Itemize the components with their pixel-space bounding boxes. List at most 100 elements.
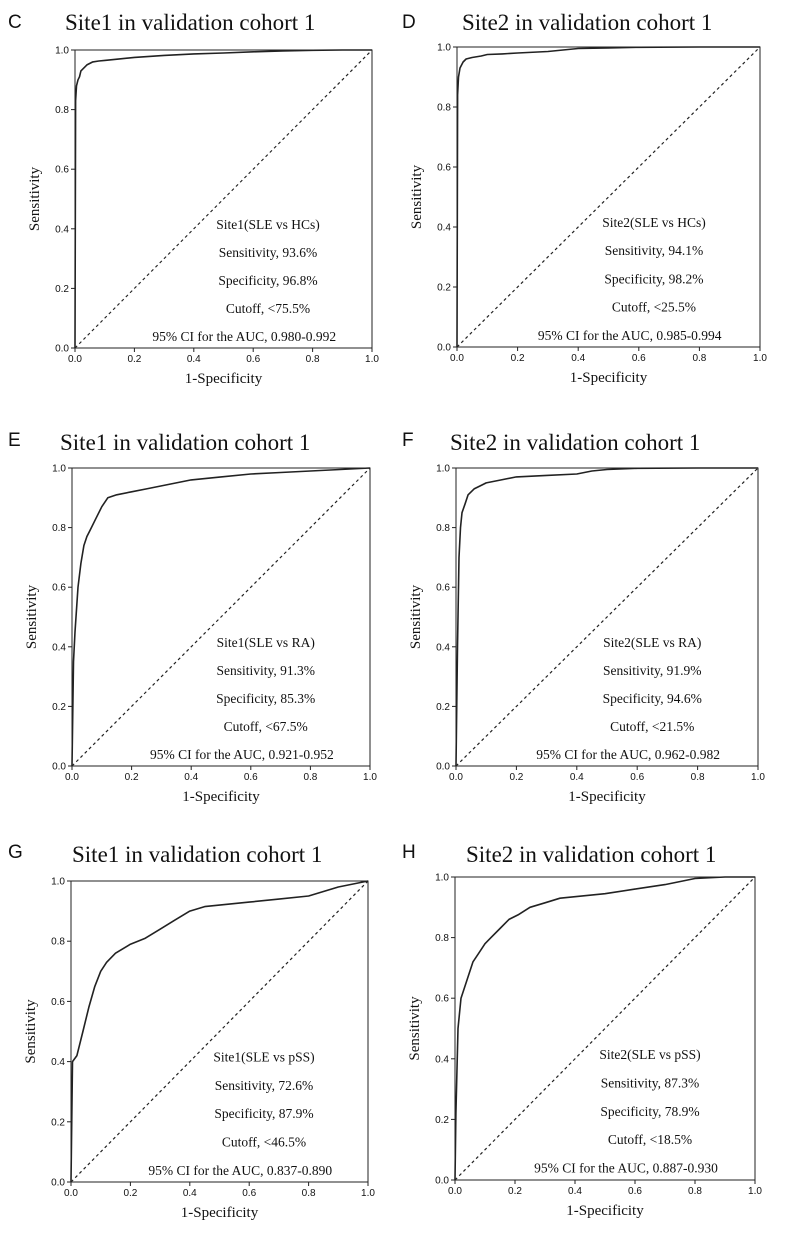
panel-title: Site1 in validation cohort 1 [72, 842, 322, 867]
auc-annotation-line: 95% CI for the AUC, 0.887-0.930 [534, 1161, 718, 1176]
x-tick-label: 0.2 [123, 1188, 137, 1199]
x-tick-label: 0.2 [127, 354, 141, 365]
x-tick-label: 0.0 [449, 772, 463, 783]
x-tick-label: 0.8 [692, 353, 706, 364]
auc-annotation-line: Sensitivity, 72.6% [215, 1078, 314, 1093]
y-axis-label: Sensitivity [409, 164, 425, 229]
roc-panel-e: E Site1 in validation cohort 1 0.00.0 0.2 0.… [8, 430, 377, 805]
x-tick-label: 0.6 [628, 1186, 642, 1197]
auc-annotation-line: Specificity, 94.6% [603, 691, 702, 706]
roc-panel-g: G Site1 in validation cohort 1 0.00.0 0.2 0.… [8, 842, 375, 1221]
x-tick-label: 0.4 [568, 1186, 582, 1197]
reference-diagonal [71, 467, 371, 767]
x-tick-label: 0.0 [65, 772, 79, 783]
x-tick-label: 0.4 [571, 353, 585, 364]
panel-title: Site2 in validation cohort 1 [450, 430, 700, 455]
auc-annotation-line: Sensitivity, 91.3% [216, 663, 315, 678]
auc-annotation-line: Sensitivity, 91.9% [603, 663, 702, 678]
x-tick-label: 0.2 [508, 1186, 522, 1197]
x-tick-label: 0.0 [64, 1188, 78, 1199]
roc-curve [74, 49, 372, 349]
x-tick-label: 0.6 [246, 354, 260, 365]
y-tick-label: 0.8 [52, 523, 66, 534]
auc-annotation-line: 95% CI for the AUC, 0.985-0.994 [538, 328, 722, 343]
auc-annotation-line: Site1(SLE vs RA) [217, 635, 315, 650]
x-tick-label: 0.2 [509, 772, 523, 783]
x-tick-label: 0.0 [448, 1186, 462, 1197]
auc-annotation-line: Specificity, 87.9% [214, 1106, 313, 1121]
y-tick-label: 1.0 [436, 464, 450, 475]
panel-letter: G [8, 842, 23, 863]
auc-annotation-line: Cutoff, <18.5% [608, 1132, 692, 1147]
y-axis-label: Sensitivity [27, 166, 43, 231]
y-tick-label: 0.6 [55, 165, 69, 176]
reference-diagonal [454, 876, 756, 1181]
x-tick-label: 0.4 [187, 354, 201, 365]
x-axis-label: 1-Specificity [566, 1203, 644, 1219]
x-tick-label: 0.0 [68, 354, 82, 365]
x-tick-label: 0.8 [688, 1186, 702, 1197]
y-tick-label: 1.0 [437, 43, 451, 54]
y-tick-label: 0.2 [435, 1115, 449, 1126]
y-tick-label: 0.0 [436, 762, 450, 773]
y-tick-label: 0.6 [436, 583, 450, 594]
y-tick-label: 0.6 [51, 997, 65, 1008]
y-axis-label: Sensitivity [407, 996, 423, 1061]
auc-annotation-line: Cutoff, <46.5% [222, 1134, 306, 1149]
y-tick-label: 0.8 [437, 103, 451, 114]
y-tick-label: 0.8 [51, 937, 65, 948]
y-tick-label: 0.2 [51, 1117, 65, 1128]
auc-annotation-line: Sensitivity, 94.1% [605, 243, 704, 258]
y-tick-label: 0.4 [51, 1057, 65, 1068]
panel-letter: C [8, 12, 22, 33]
auc-annotation-line: 95% CI for the AUC, 0.837-0.890 [148, 1163, 332, 1178]
auc-annotation-line: Cutoff, <21.5% [610, 719, 694, 734]
x-tick-label: 1.0 [753, 353, 767, 364]
auc-annotation-line: Sensitivity, 93.6% [219, 245, 318, 260]
x-tick-label: 0.8 [302, 1188, 316, 1199]
y-axis-label: Sensitivity [408, 584, 424, 649]
y-axis-label: Sensitivity [23, 999, 39, 1064]
y-tick-label: 0.0 [51, 1178, 65, 1189]
x-tick-label: 0.8 [303, 772, 317, 783]
reference-diagonal [70, 880, 369, 1183]
x-axis-label: 1-Specificity [570, 370, 648, 386]
y-tick-label: 1.0 [55, 46, 69, 57]
y-tick-label: 0.6 [52, 583, 66, 594]
y-tick-label: 0.4 [436, 642, 450, 653]
auc-annotation-line: 95% CI for the AUC, 0.980-0.992 [152, 329, 336, 344]
panel-letter: D [402, 12, 416, 33]
auc-annotation-line: Site2(SLE vs HCs) [602, 215, 706, 230]
x-tick-label: 0.6 [630, 772, 644, 783]
x-tick-label: 0.0 [450, 353, 464, 364]
reference-diagonal [74, 49, 373, 349]
x-tick-label: 0.8 [691, 772, 705, 783]
y-tick-label: 0.4 [437, 223, 451, 234]
auc-annotation-line: Site1(SLE vs HCs) [216, 217, 320, 232]
y-tick-label: 0.0 [55, 344, 69, 355]
plot-frame [454, 876, 756, 1181]
reference-diagonal [455, 467, 759, 767]
x-axis-label: 1-Specificity [181, 1205, 259, 1221]
y-tick-label: 0.0 [52, 762, 66, 773]
panel-letter: E [8, 430, 21, 451]
roc-curve [456, 46, 760, 348]
x-tick-label: 1.0 [748, 1186, 762, 1197]
y-tick-label: 0.6 [435, 994, 449, 1005]
x-axis-label: 1-Specificity [182, 789, 260, 805]
y-tick-label: 0.4 [55, 224, 69, 235]
y-tick-label: 1.0 [435, 873, 449, 884]
x-tick-label: 1.0 [365, 354, 379, 365]
plot-frame [70, 880, 369, 1183]
auc-annotation-line: 95% CI for the AUC, 0.962-0.982 [536, 747, 720, 762]
y-tick-label: 0.4 [52, 642, 66, 653]
y-tick-label: 0.2 [436, 702, 450, 713]
panel-title: Site1 in validation cohort 1 [65, 10, 315, 35]
y-tick-label: 0.4 [435, 1054, 449, 1065]
x-tick-label: 0.4 [570, 772, 584, 783]
roc-panel-f: F Site2 in validation cohort 1 0.00.0 0.2 0.… [402, 430, 765, 805]
x-tick-label: 0.4 [183, 1188, 197, 1199]
x-tick-label: 1.0 [751, 772, 765, 783]
x-tick-label: 0.4 [184, 772, 198, 783]
